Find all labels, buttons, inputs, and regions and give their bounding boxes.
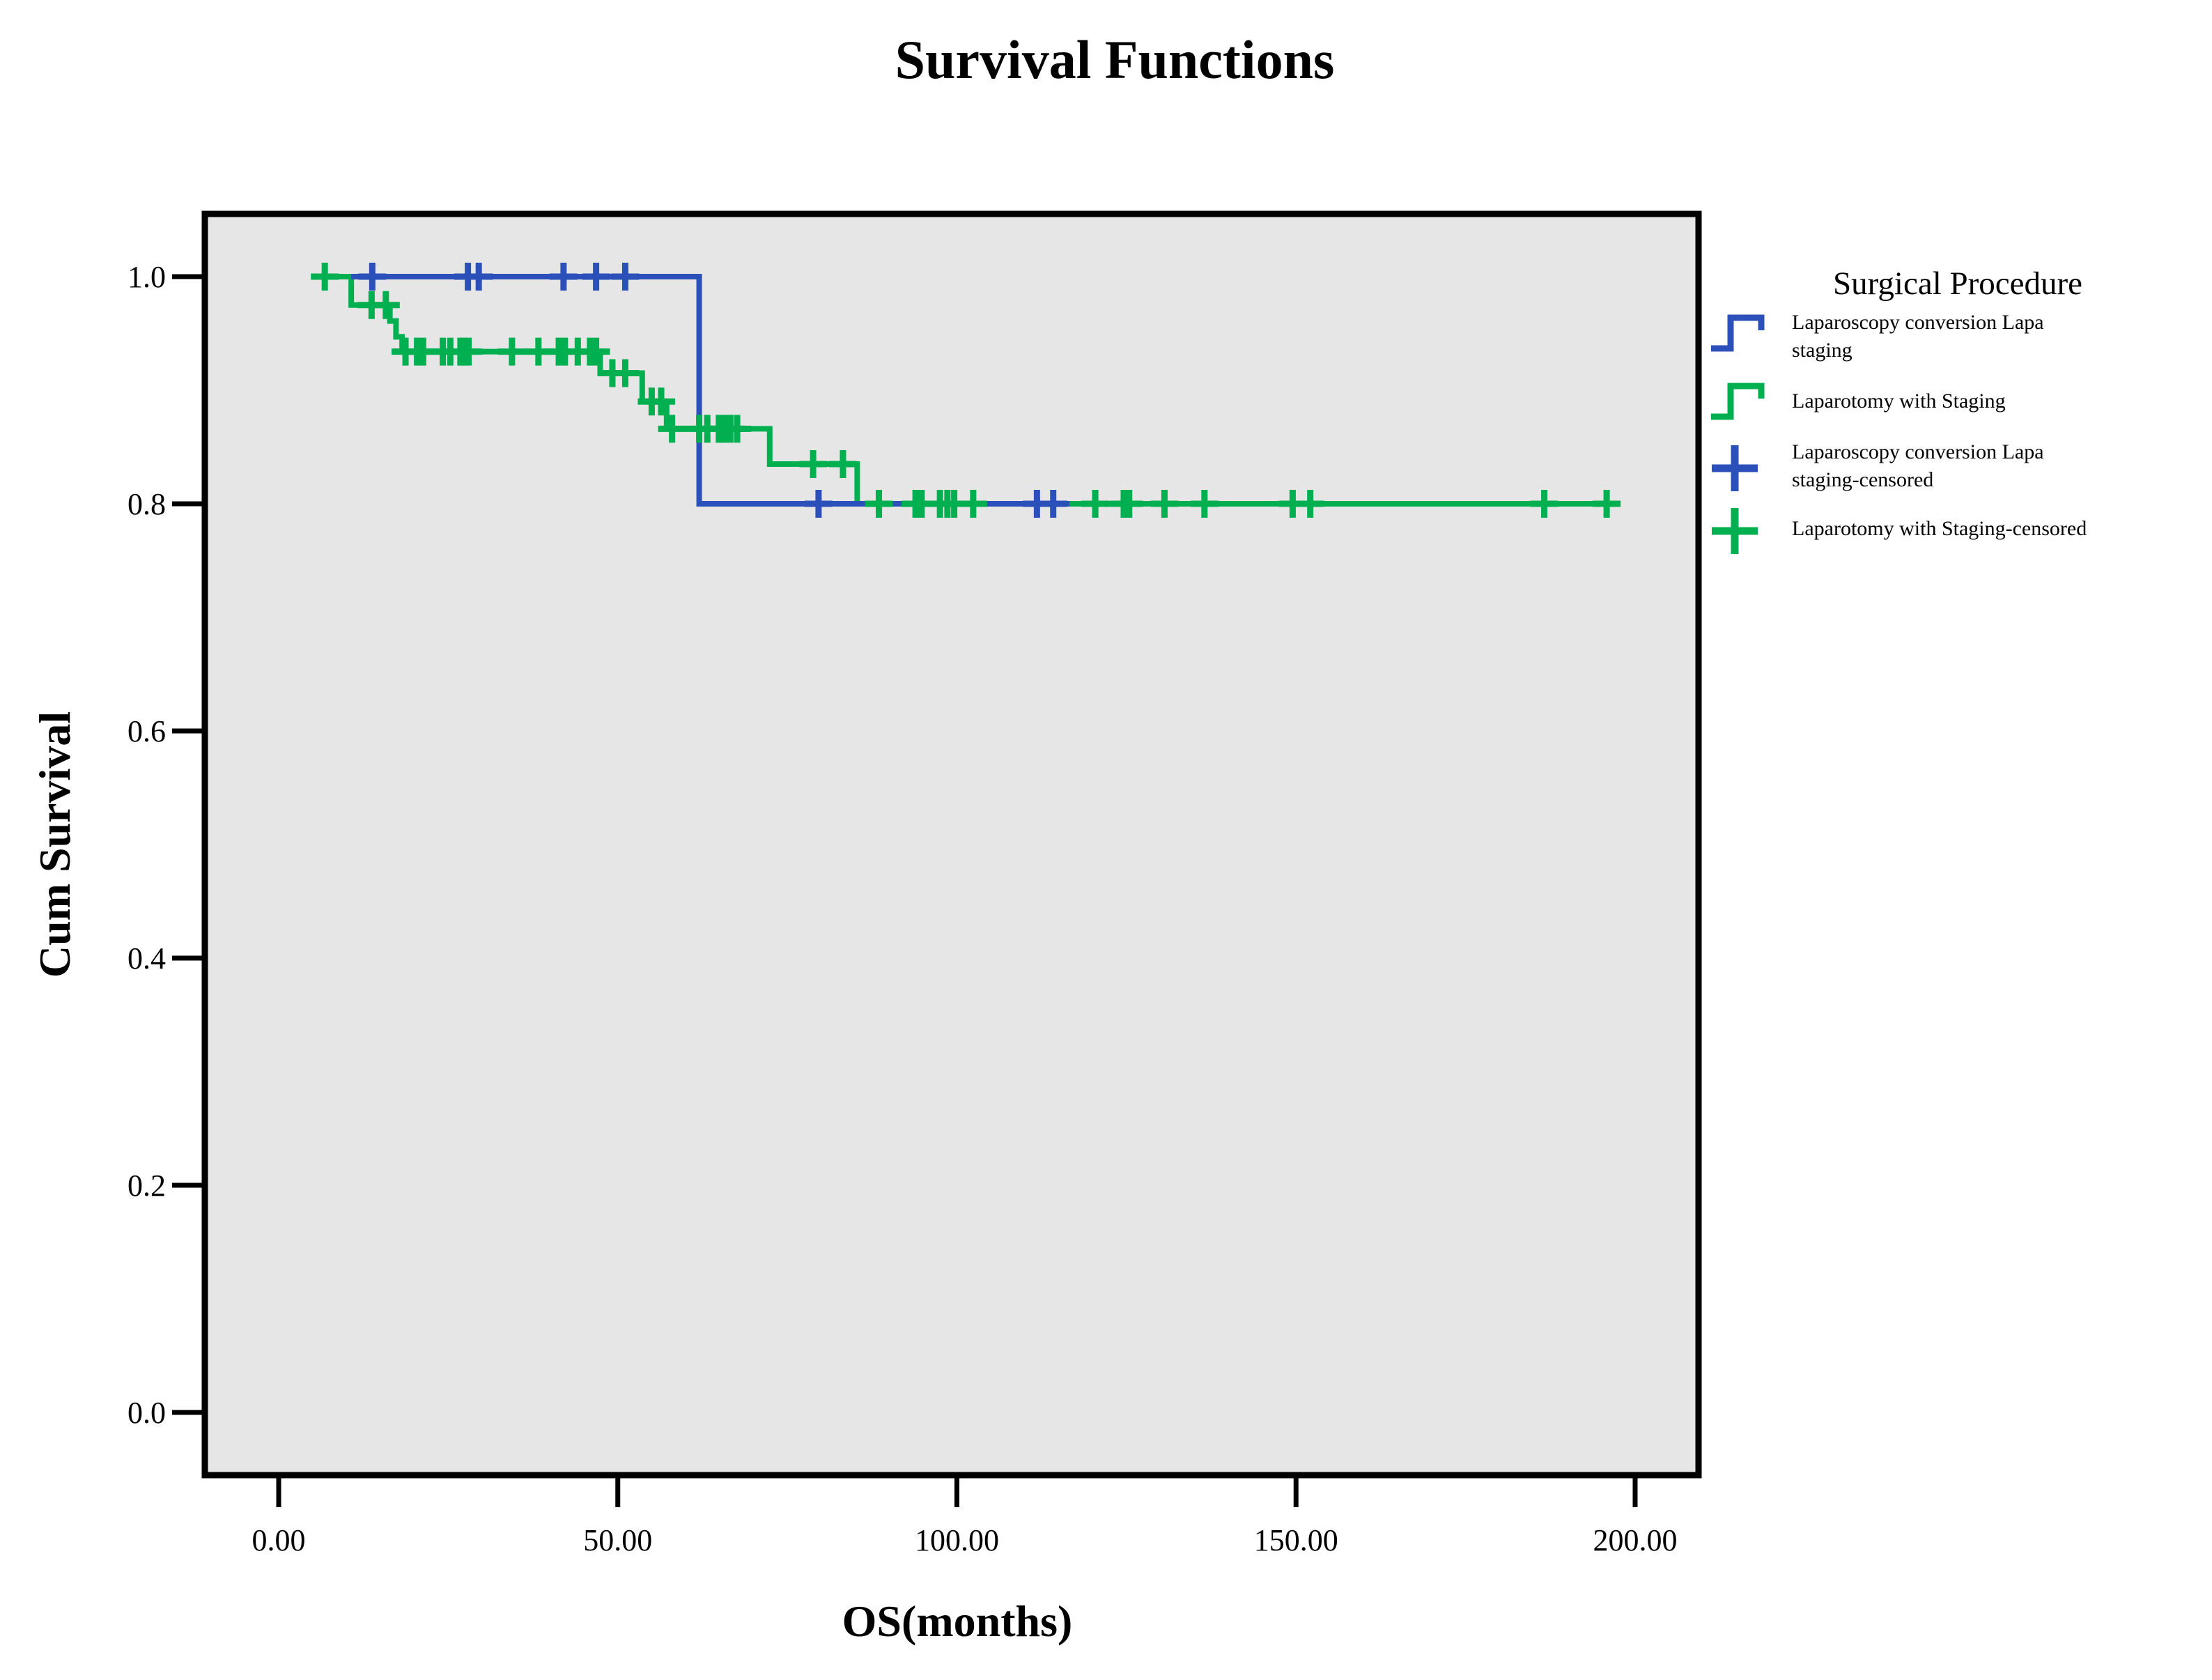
x-tick-label: 50.00 bbox=[583, 1523, 652, 1557]
censor-mark bbox=[497, 337, 526, 366]
legend-title: Surgical Procedure bbox=[1833, 265, 2082, 302]
legend-green-step-line-icon bbox=[1711, 383, 1765, 420]
censor-mark bbox=[828, 449, 857, 478]
legend-item-label: Laparotomy with Staging bbox=[1792, 390, 2006, 413]
x-tick-label: 200.00 bbox=[1593, 1523, 1678, 1557]
y-tick-label: 0.0 bbox=[127, 1396, 166, 1430]
axes: 0.0 0.2 0.4 0.6 0.8 1.0 0.00 50.00 100.00 150.00 2… bbox=[127, 260, 1678, 1557]
y-tick-label: 1.0 bbox=[127, 260, 166, 294]
censor-mark bbox=[647, 387, 676, 416]
censor-mark bbox=[1039, 490, 1067, 518]
censor-mark bbox=[1150, 490, 1179, 518]
legend: Surgical Procedure Laparoscopy conversio… bbox=[1711, 265, 2087, 554]
censor-mark bbox=[865, 490, 893, 518]
y-tick-label: 0.2 bbox=[127, 1169, 166, 1203]
censor-mark bbox=[1115, 490, 1143, 518]
censor-mark bbox=[549, 263, 578, 291]
x-tick-label: 100.00 bbox=[915, 1523, 999, 1557]
y-tick-label: 0.6 bbox=[127, 714, 166, 748]
censor-mark bbox=[465, 263, 493, 291]
legend-item-label: staging-censored bbox=[1792, 468, 1933, 491]
x-tick-label: 0.00 bbox=[252, 1523, 306, 1557]
x-axis-title: OS(months) bbox=[842, 1596, 1073, 1646]
censor-mark bbox=[358, 263, 387, 291]
censor-mark bbox=[1530, 490, 1559, 518]
censor-mark bbox=[959, 490, 987, 518]
legend-item-label: Laparotomy with Staging-censored bbox=[1792, 517, 2087, 540]
censor-mark bbox=[311, 263, 339, 291]
legend-blue-censor-icon bbox=[1712, 445, 1758, 491]
y-axis-title: Cum Survival bbox=[30, 711, 79, 978]
censor-mark bbox=[611, 263, 640, 291]
series-layer bbox=[311, 263, 1621, 518]
legend-blue-step-line-icon bbox=[1711, 314, 1765, 352]
censor-mark bbox=[371, 291, 400, 319]
legend-item-label: staging bbox=[1792, 339, 1853, 362]
censor-mark bbox=[582, 263, 610, 291]
censor-mark bbox=[454, 337, 483, 366]
chart-title: Survival Functions bbox=[895, 29, 1335, 90]
censor-mark bbox=[1593, 490, 1621, 518]
censor-mark bbox=[1190, 490, 1219, 518]
legend-item-label: Laparoscopy conversion Lapa bbox=[1792, 311, 2044, 334]
censor-mark bbox=[723, 415, 752, 443]
legend-item-label: Laparoscopy conversion Lapa bbox=[1792, 440, 2044, 463]
censor-mark bbox=[611, 359, 640, 387]
censor-mark bbox=[658, 415, 686, 443]
censor-mark bbox=[799, 449, 828, 478]
censor-mark bbox=[582, 337, 610, 366]
x-tick-label: 150.00 bbox=[1254, 1523, 1338, 1557]
y-tick-label: 0.8 bbox=[127, 487, 166, 521]
y-tick-label: 0.4 bbox=[127, 941, 166, 976]
censor-mark bbox=[1081, 490, 1110, 518]
plot-area bbox=[201, 210, 1702, 1479]
censor-mark bbox=[804, 490, 833, 518]
censor-mark bbox=[1296, 490, 1324, 518]
legend-green-censor-icon bbox=[1712, 508, 1758, 554]
